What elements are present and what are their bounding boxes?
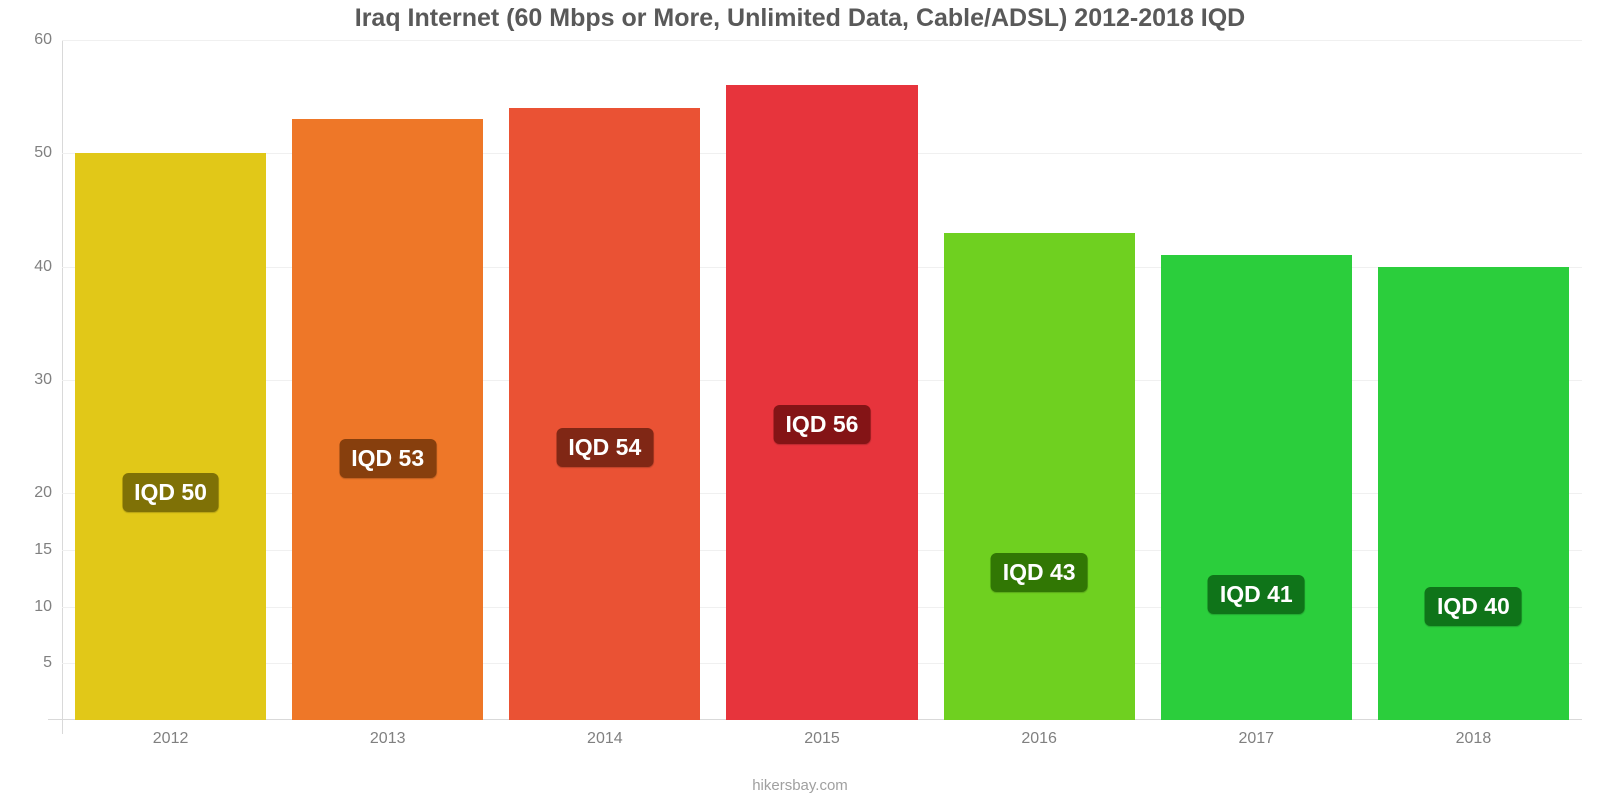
gridline — [62, 40, 1582, 41]
x-tick-label: 2015 — [804, 720, 840, 748]
bar: IQD 40 — [1378, 267, 1569, 720]
y-axis-line — [62, 40, 63, 734]
bar-chart: Iraq Internet (60 Mbps or More, Unlimite… — [0, 0, 1600, 800]
bar-value-label: IQD 50 — [122, 473, 219, 512]
credit-text: hikersbay.com — [0, 777, 1600, 794]
x-tick-label: 2014 — [587, 720, 623, 748]
x-tick-label: 2013 — [370, 720, 406, 748]
x-tick-label: 2012 — [153, 720, 189, 748]
bar-value-label: IQD 41 — [1208, 575, 1305, 614]
bar: IQD 53 — [292, 119, 483, 720]
bar-value-label: IQD 56 — [774, 405, 871, 444]
chart-title: Iraq Internet (60 Mbps or More, Unlimite… — [0, 4, 1600, 33]
x-tick-label: 2017 — [1238, 720, 1274, 748]
bar: IQD 41 — [1161, 255, 1352, 720]
y-tick-label: 15 — [34, 541, 62, 559]
y-tick-label: 50 — [34, 144, 62, 162]
bar-value-label: IQD 53 — [339, 439, 436, 478]
y-tick-label: 60 — [34, 31, 62, 49]
bar: IQD 50 — [75, 153, 266, 720]
y-tick-label: 5 — [43, 654, 62, 672]
y-tick-label: 20 — [34, 484, 62, 502]
x-tick-label: 2018 — [1456, 720, 1492, 748]
bar-value-label: IQD 43 — [991, 553, 1088, 592]
bar: IQD 56 — [726, 85, 917, 720]
y-tick-label: 40 — [34, 258, 62, 276]
plot-area: 510152030405060IQD 502012IQD 532013IQD 5… — [62, 40, 1582, 720]
bar: IQD 54 — [509, 108, 700, 720]
y-tick-label: 30 — [34, 371, 62, 389]
bar-value-label: IQD 40 — [1425, 587, 1522, 626]
bar-value-label: IQD 54 — [556, 428, 653, 467]
bar: IQD 43 — [944, 233, 1135, 720]
y-tick-label: 10 — [34, 598, 62, 616]
x-tick-label: 2016 — [1021, 720, 1057, 748]
